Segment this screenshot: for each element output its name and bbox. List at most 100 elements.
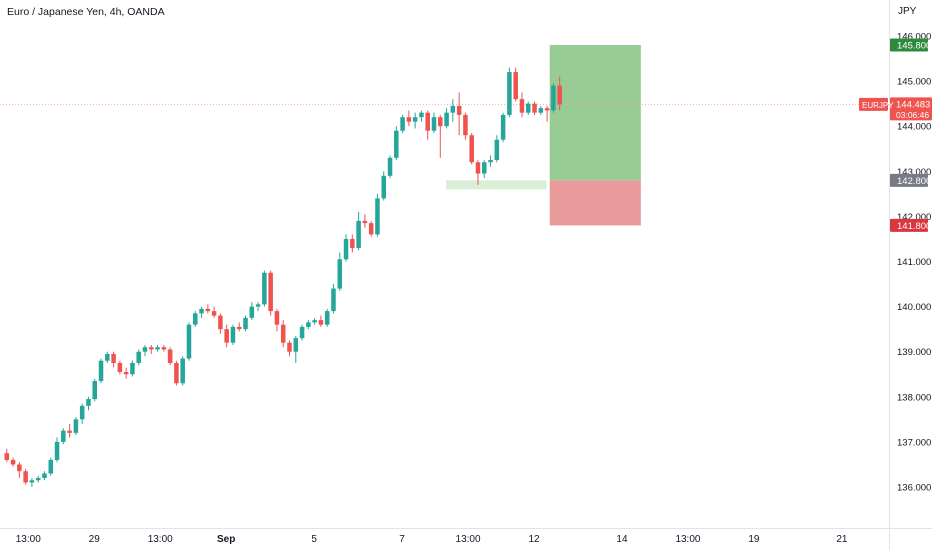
stop-price-tag-label: 141.800 (897, 221, 931, 232)
candle-57-body (362, 220, 368, 224)
candle-67-body (425, 112, 430, 131)
candle-7-body (48, 459, 54, 474)
y-tick-label: 144.000 (897, 122, 931, 133)
y-tick-label: 143.000 (897, 167, 931, 178)
candle-40-body (255, 304, 261, 307)
candle-86-body (544, 108, 550, 111)
x-tick-label: 14 (616, 534, 628, 545)
candle-0-body (4, 453, 10, 460)
candle-72-body (456, 105, 462, 115)
target-price-tag-label: 145.800 (897, 41, 931, 52)
candle-23-body (149, 347, 154, 350)
candle-58-body (368, 223, 374, 235)
candle-55-body (350, 238, 355, 248)
entry-price-tag-label: 142.800 (897, 176, 931, 187)
candle-33-body (211, 311, 217, 316)
candle-64-body (406, 117, 412, 122)
candle-44-body (280, 324, 286, 343)
candle-25-body (161, 347, 167, 350)
candle-73-body (463, 114, 468, 136)
candle-81-body (513, 72, 518, 100)
entry-zone[interactable] (446, 180, 547, 190)
candle-61-body (387, 157, 393, 176)
candle-87-body (551, 85, 556, 111)
candle-88-body (557, 85, 562, 105)
candle-85-body (538, 108, 544, 113)
chart-title: Euro / Japanese Yen, 4h, OANDA (7, 6, 165, 18)
candle-41-body (262, 272, 267, 305)
candle-3-body (23, 471, 28, 483)
x-tick-label: 13:00 (675, 534, 700, 545)
x-tick-label: 21 (836, 534, 848, 545)
candle-8-body (54, 441, 60, 460)
candle-22-body (142, 347, 148, 352)
candle-60-body (381, 175, 387, 199)
y-tick-label: 138.000 (897, 392, 931, 403)
candle-68-body (431, 117, 437, 131)
x-tick-label: 7 (399, 534, 405, 545)
y-tick-label: 141.000 (897, 257, 931, 268)
candle-50-body (318, 320, 324, 325)
candle-17-body (111, 353, 116, 363)
current-price-label: 144.483 (896, 99, 930, 110)
candle-30-body (193, 313, 198, 325)
candle-54-body (343, 238, 349, 260)
candle-27-body (174, 362, 179, 384)
symbol-tag-label: EURJPY (862, 101, 894, 110)
candle-28-body (180, 358, 185, 384)
candle-29-body (186, 324, 192, 359)
candle-15-body (98, 360, 104, 382)
candle-10-body (67, 430, 72, 433)
candle-2-body (17, 464, 22, 472)
x-tick-label: 29 (89, 534, 101, 545)
candle-34-body (218, 315, 223, 330)
candle-83-body (525, 103, 531, 113)
y-tick-label: 137.000 (897, 437, 931, 448)
y-tick-label: 142.000 (897, 212, 931, 223)
candle-52-body (331, 288, 336, 312)
candle-82-body (519, 99, 525, 113)
candle-76-body (482, 162, 487, 174)
candle-26-body (167, 349, 173, 363)
stop-zone[interactable] (549, 180, 641, 226)
candle-19-body (123, 371, 129, 375)
candle-69-body (438, 117, 443, 127)
candle-78-body (494, 139, 500, 161)
candle-46-body (293, 338, 299, 352)
candle-63-body (400, 117, 405, 131)
candle-24-body (155, 347, 160, 350)
x-tick-label: 13:00 (148, 534, 173, 545)
candle-53-body (337, 259, 343, 289)
y-tick-label: 146.000 (897, 32, 931, 43)
target-zone[interactable] (549, 45, 641, 181)
candle-56-body (356, 220, 361, 248)
candle-75-body (475, 162, 481, 174)
candle-77-body (488, 160, 493, 163)
candle-11-body (73, 419, 79, 433)
candle-59-body (375, 198, 380, 235)
x-tick-label: 13:00 (16, 534, 41, 545)
symbol-tag-bg (859, 97, 888, 111)
candle-65-body (412, 117, 418, 122)
candle-5-body (35, 477, 41, 481)
candle-13-body (86, 399, 91, 406)
stop-price-tag-bg (890, 218, 928, 232)
y-tick-label: 145.000 (897, 77, 931, 88)
candle-48-body (306, 322, 311, 327)
x-tick-label: 13:00 (456, 534, 481, 545)
candle-21-body (136, 351, 141, 363)
candle-14-body (92, 381, 98, 400)
y-axis-unit: JPY (898, 6, 917, 17)
entry-price-tag-bg (890, 173, 928, 187)
candle-51-body (324, 311, 330, 325)
candle-18-body (117, 362, 123, 372)
candle-45-body (287, 342, 292, 352)
x-tick-label: 12 (528, 534, 540, 545)
candle-16-body (105, 353, 110, 361)
candle-6-body (42, 473, 47, 478)
y-tick-label: 136.000 (897, 483, 931, 494)
y-tick-label: 140.000 (897, 302, 931, 313)
y-tick-label: 139.000 (897, 347, 931, 358)
